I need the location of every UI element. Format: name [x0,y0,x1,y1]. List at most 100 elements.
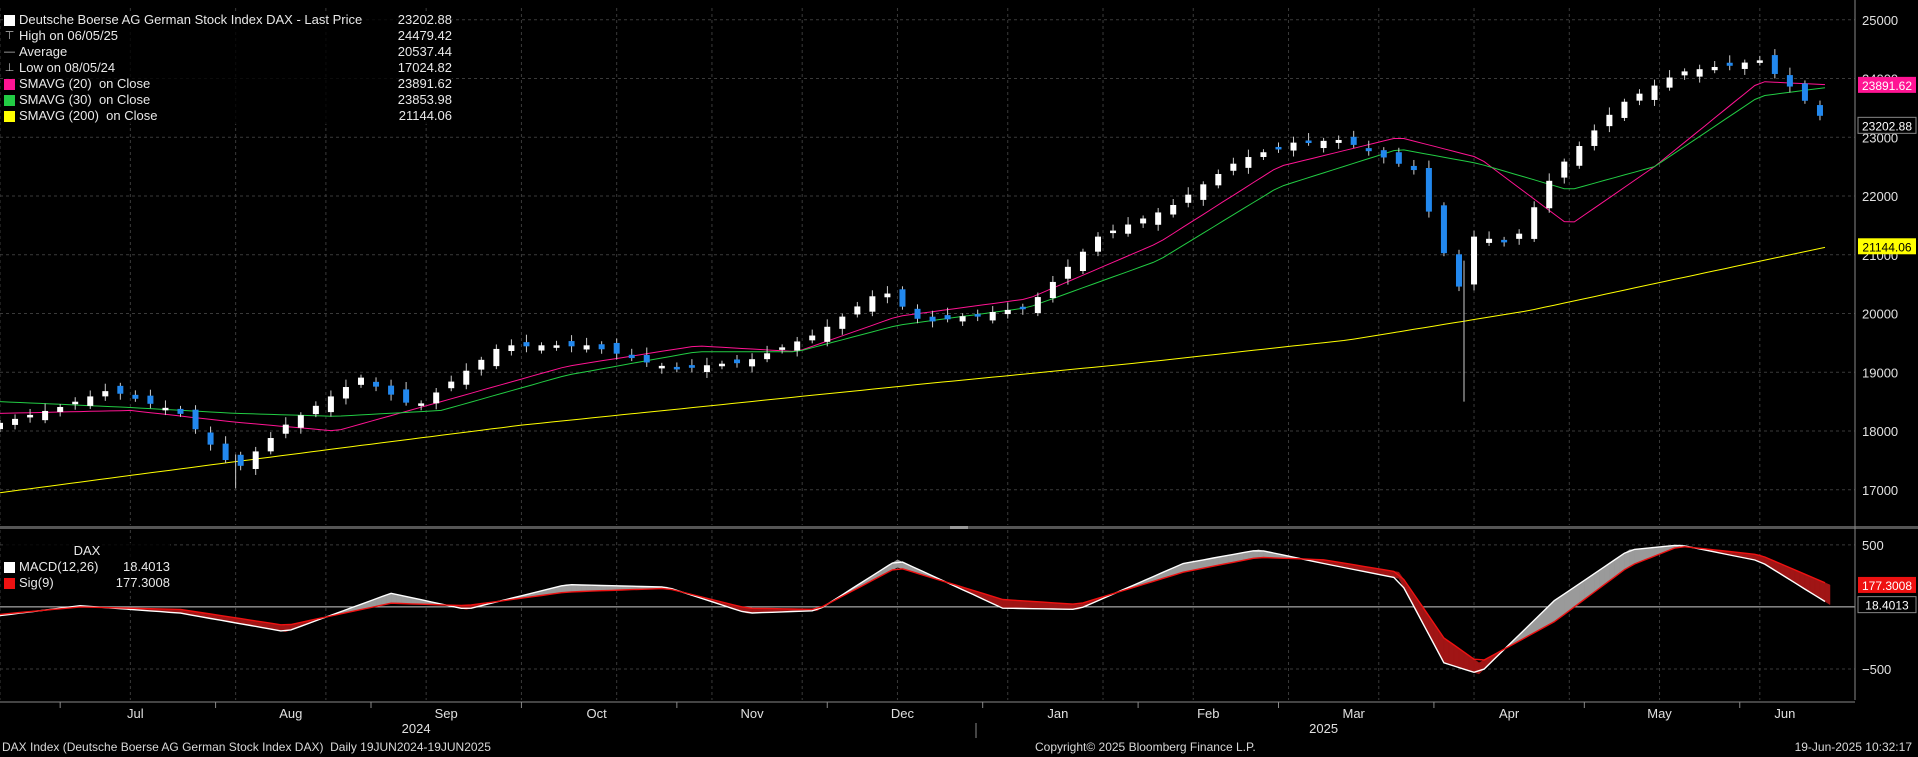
candle-body [809,335,816,341]
candle-body [147,395,154,404]
series-line-smavg-20-on-close [0,81,1826,432]
candle-body [87,396,94,406]
macd-band-segment [1022,600,1029,609]
candle-body [42,410,49,421]
candle-body [794,341,801,351]
macd-band-segment [581,584,587,592]
candle-body [357,377,364,385]
candle-body [628,354,635,359]
legend-main-value: 23891.62 [397,76,452,91]
macd-band-segment [897,559,903,570]
price-tag-box [1857,116,1917,134]
candle-body [1516,233,1523,239]
candle-body [598,344,605,350]
macd-tag: 18.4013 [1857,596,1917,614]
legend-macd-label: Sig(9) [19,575,54,590]
price-tick-label: 22000 [1862,189,1898,204]
legend-main-color-swatch [4,94,15,106]
candle-body [1230,163,1237,171]
candle-body [493,348,500,367]
high-marker-icon: ⊤ [4,30,15,42]
legend-macd-value: 18.4013 [123,559,170,574]
candle-body [959,316,966,322]
candle-body [72,401,79,405]
legend-main-color-swatch [4,78,15,90]
legend-main-label: SMAVG (200) on Close [19,108,158,123]
candle-body [1125,224,1132,234]
month-tick-label: Aug [279,706,302,721]
price-tick-label: 25000 [1862,13,1898,28]
candle-body [1486,238,1493,243]
candle-body [869,296,876,312]
candle-body [1726,62,1733,66]
candle-body [1110,230,1117,234]
candle-body [1079,251,1086,272]
candle-body [734,359,741,364]
macd-band-segment [1032,601,1039,610]
candle-body [643,354,650,363]
candle-body [117,385,124,394]
candle-body [222,443,229,461]
candle-body [1095,236,1101,252]
series-line-smavg-30-on-close [0,87,1826,417]
candle-body [1440,205,1447,254]
candle-body [523,342,530,347]
price-tag: 21144.06 [1858,238,1916,255]
legend-main-value: 21144.06 [398,108,452,123]
candle-body [1425,168,1432,212]
candle-body [1591,130,1598,146]
macd-tick-label: −500 [1862,662,1891,677]
legend-main-color-swatch [4,14,15,26]
month-tick-label: Sep [435,706,458,721]
candle-body [1155,212,1162,225]
candle-body [57,407,64,412]
candle-body [1666,77,1673,88]
candle-body [1741,62,1748,69]
month-tick-label: Nov [740,706,764,721]
legend-main-label: SMAVG (30) on Close [19,92,151,107]
footer-security-info: DAX Index (Deutsche Boerse AG German Sto… [2,740,491,754]
candle-body [1696,69,1703,77]
macd-band-segment [1002,599,1009,609]
candle-body [1606,114,1613,127]
price-tag-text: 23202.88 [1862,119,1912,133]
candle-body [448,381,455,389]
month-tick-label: Mar [1343,706,1366,721]
candle-body [237,454,244,466]
candle-body [463,370,470,385]
candle-body [1756,60,1763,63]
candle-body [688,365,695,368]
candle-body [267,438,274,452]
macd-band-segment [1824,582,1831,606]
candle-body [1019,306,1026,310]
candle-body [1801,83,1808,101]
price-tick-label: 19000 [1862,365,1898,380]
macd-tag-text: 177.3008 [1862,579,1912,593]
candle-body [884,293,891,298]
macd-band-segment [571,584,577,593]
legend-main-label: Average [19,44,68,59]
price-tag: 23202.88 [1857,116,1917,134]
candle-body [403,389,410,403]
candle-body [1455,254,1462,287]
candle-body [1004,309,1011,315]
macd-tick-label: 500 [1862,538,1884,553]
legend-main-value: 24479.42 [397,28,452,43]
candle-body [1621,101,1628,118]
grid-lines [0,8,1855,700]
candle-body [1049,281,1056,299]
candle-body [327,396,334,413]
candle-body [1335,139,1342,143]
candle-body [12,418,19,425]
month-tick-label: Jan [1047,706,1068,721]
candle-body [418,403,425,406]
legend-main-row: — Average 20537.44 [4,44,452,60]
candle-body [1365,148,1372,152]
candle-body [373,381,380,387]
macd-band-segment [1478,659,1485,675]
month-tick-label: Jun [1774,706,1795,721]
macd-band-segment [892,559,898,571]
macd-band-segment [576,584,582,592]
macd-band-segment [1012,599,1019,609]
macd-band-segment [1042,601,1049,610]
